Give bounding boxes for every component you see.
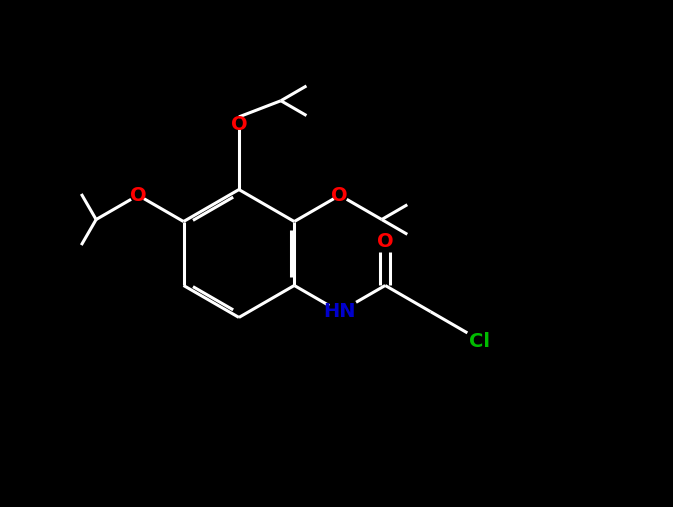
Text: O: O xyxy=(331,186,348,205)
Text: O: O xyxy=(377,232,394,251)
Text: HN: HN xyxy=(324,302,356,321)
Text: O: O xyxy=(130,186,147,205)
Text: Cl: Cl xyxy=(469,332,490,351)
Text: O: O xyxy=(231,116,247,134)
